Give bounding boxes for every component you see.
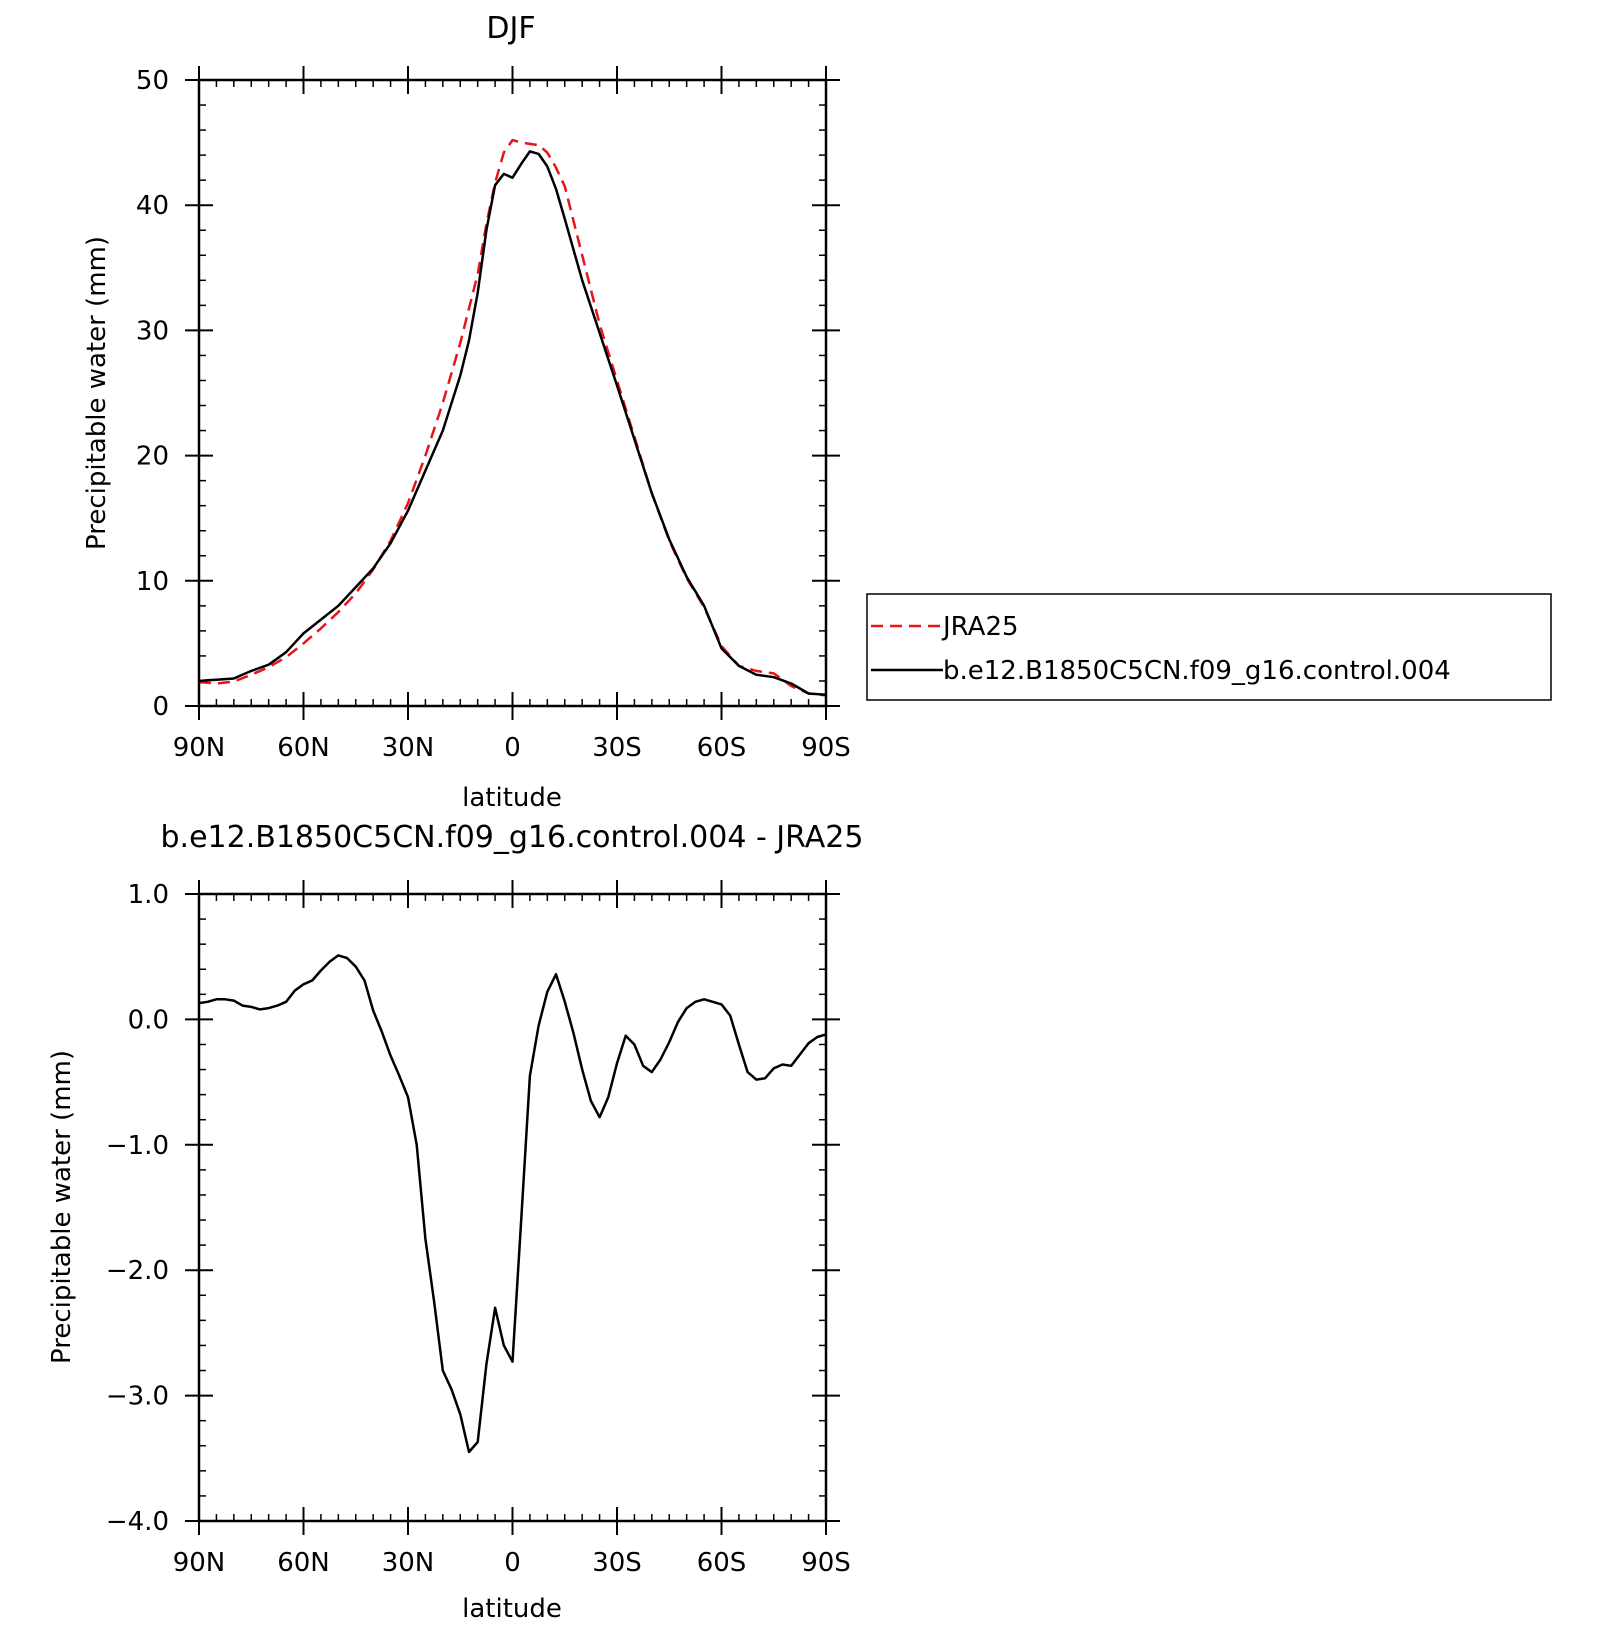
bottom-x-tick-label: 60N [277,1548,330,1578]
bottom-y-tick-label: −1.0 [106,1131,169,1161]
bottom-x-axis-label: latitude [462,1594,562,1624]
bottom-y-tick-label: 0.0 [128,1005,169,1035]
top-panel-title: DJF [486,11,535,46]
top-y-tick-label: 30 [136,316,169,346]
bottom-y-tick-label: −3.0 [106,1382,169,1412]
top-y-tick-label: 0 [152,692,169,722]
bottom-panel: b.e12.B1850C5CN.f09_g16.control.004 - JR… [47,820,863,1624]
top-x-tick-label: 60S [697,733,747,763]
top-x-tick-label: 30N [382,733,435,763]
top-y-tick-label: 10 [136,567,169,597]
bottom-x-tick-label: 90N [173,1548,226,1578]
top-x-tick-label: 60N [277,733,330,763]
bottom-x-tick-label: 30S [592,1548,642,1578]
bottom-y-tick-label: 1.0 [128,880,169,910]
legend-jra25-label: JRA25 [941,612,1019,642]
bottom-x-tick-label: 30N [382,1548,435,1578]
top-x-tick-label: 90S [801,733,851,763]
top-y-tick-label: 40 [136,191,169,221]
top-x-tick-label: 0 [504,733,521,763]
top-y-tick-label: 20 [136,442,169,472]
legend-model-label: b.e12.B1850C5CN.f09_g16.control.004 [943,656,1451,686]
top-series-jra25-line [198,138,827,697]
bottom-panel-title: b.e12.B1850C5CN.f09_g16.control.004 - JR… [161,820,864,855]
bottom-x-tick-label: 90S [801,1548,851,1578]
top-plot-area: 90N 60N 30N 0 30S 60S 90S 0 10 20 30 40 50 [136,66,851,763]
top-y-axis-label: Precipitable water (mm) [82,236,112,550]
top-x-axis-label: latitude [462,783,562,813]
bottom-plot-frame [197,892,828,1523]
bottom-x-tick-label: 0 [504,1548,521,1578]
top-x-tick-label: 90N [173,733,226,763]
top-plot-frame [197,78,828,708]
legend-box [866,593,1552,701]
bottom-series-difference-line [198,954,827,1454]
bottom-x-tick-label: 60S [697,1548,747,1578]
top-y-tick-label: 50 [136,66,169,96]
legend: JRA25 b.e12.B1850C5CN.f09_g16.control.00… [866,593,1552,701]
bottom-y-tick-label: −2.0 [106,1256,169,1286]
top-x-tick-label: 30S [592,733,642,763]
top-panel: DJF 90N 60N 30N 0 30S 60S 90S 0 10 20 30 40 50 latit… [82,11,851,813]
top-series-model-line [198,150,827,696]
bottom-plot-area: 90N 60N 30N 0 30S 60S 90S 1.0 0.0 −1.0 −2.0 −3.0 −4.… [106,880,851,1578]
bottom-y-axis-label: Precipitable water (mm) [47,1050,77,1364]
bottom-y-tick-label: −4.0 [106,1507,169,1537]
